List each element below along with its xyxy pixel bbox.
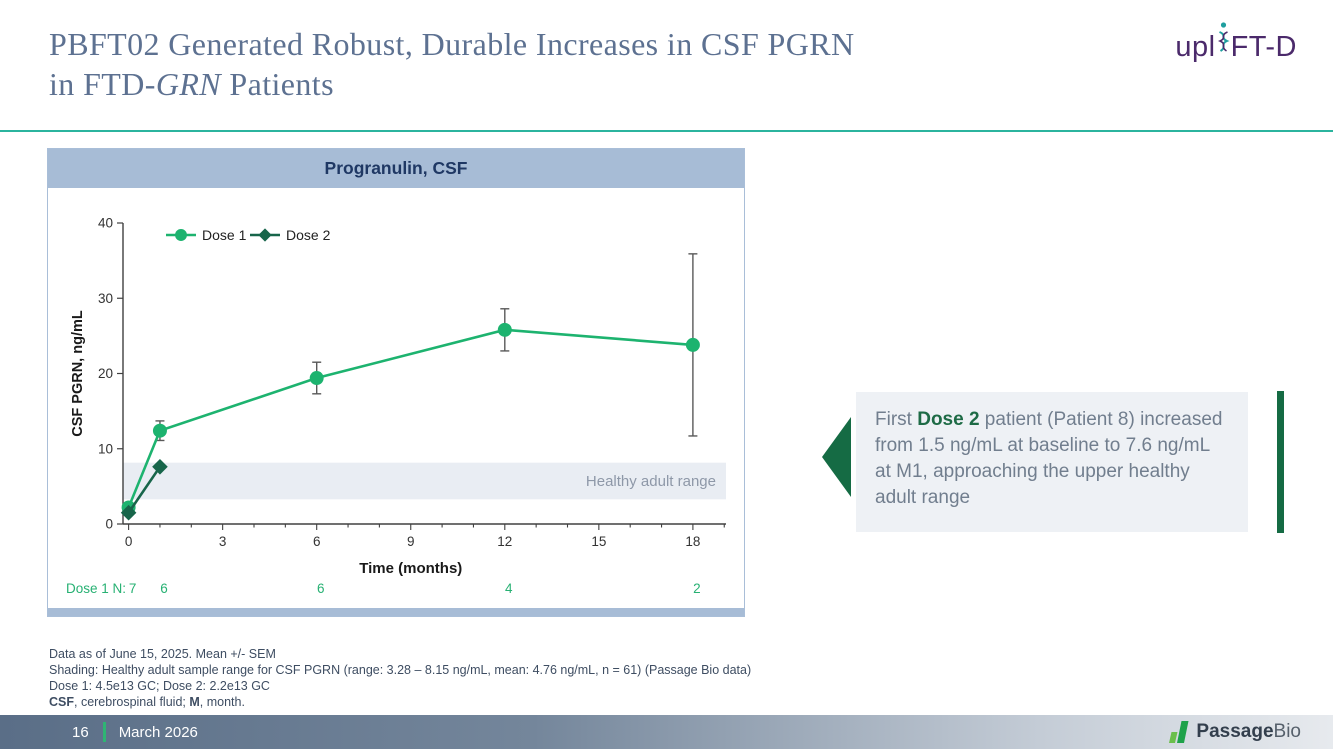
svg-text:20: 20	[98, 366, 113, 381]
callout-text-pre: First	[875, 409, 918, 430]
page-number: 16	[72, 723, 89, 741]
callout-box: First Dose 2 patient (Patient 8) increas…	[856, 392, 1248, 532]
svg-text:Healthy adult range: Healthy adult range	[586, 473, 716, 490]
title-line1: PBFT02 Generated Robust, Durable Increas…	[49, 26, 855, 62]
chart-panel-title: Progranulin, CSF	[48, 149, 744, 188]
svg-text:Dose 2: Dose 2	[286, 227, 331, 243]
svg-text:Dose 1 N:: Dose 1 N:	[66, 581, 126, 596]
svg-text:40: 40	[98, 216, 113, 231]
svg-text:6: 6	[313, 534, 321, 549]
svg-text:9: 9	[407, 534, 415, 549]
svg-text:3: 3	[219, 534, 227, 549]
footnote-line: Data as of June 15, 2025. Mean +/- SEM	[49, 647, 276, 661]
callout-text-bold: Dose 2	[917, 409, 980, 430]
callout-accent-bar	[1277, 391, 1284, 533]
svg-text:0: 0	[125, 534, 133, 549]
svg-text:4: 4	[505, 581, 513, 596]
svg-text:12: 12	[497, 534, 512, 549]
title-divider	[0, 130, 1333, 132]
svg-text:6: 6	[160, 581, 168, 596]
callout-text-post: patient (Patient 8) increased from 1.5 n…	[875, 409, 1223, 508]
svg-text:30: 30	[98, 291, 113, 306]
footnote-line: Dose 1: 4.5e13 GC; Dose 2: 2.2e13 GC	[49, 679, 270, 693]
svg-text:0: 0	[105, 517, 113, 532]
svg-text:Dose 1: Dose 1	[202, 227, 247, 243]
uplift-logo-text-right: FT-D	[1230, 31, 1297, 63]
page-title: PBFT02 Generated Robust, Durable Increas…	[49, 24, 1069, 104]
callout-arrow-icon	[822, 417, 851, 497]
chart-panel: Progranulin, CSF Healthy adult range 0 10 2…	[47, 148, 745, 617]
svg-text:7: 7	[129, 581, 137, 596]
svg-text:15: 15	[591, 534, 606, 549]
svg-text:CSF PGRN, ng/mL: CSF PGRN, ng/mL	[70, 310, 86, 437]
footnote-line: Shading: Healthy adult sample range for …	[49, 663, 752, 677]
svg-text:18: 18	[685, 534, 700, 549]
title-line2: in FTD-GRN Patients	[49, 66, 334, 102]
footer-divider	[102, 722, 106, 742]
passage-bio-icon	[1169, 721, 1189, 743]
footer-bar: 16 March 2026 PassageBio	[0, 715, 1333, 749]
svg-text:2: 2	[693, 581, 701, 596]
passage-bio-text: PassageBio	[1196, 721, 1301, 742]
svg-text:10: 10	[98, 441, 113, 456]
svg-text:6: 6	[317, 581, 325, 596]
svg-text:Time (months): Time (months)	[359, 560, 462, 577]
chart-svg: Healthy adult range 0 10 20 30 40 0 3 6 9 12 15 18 CS…	[66, 216, 726, 596]
dna-helix-icon	[1217, 22, 1230, 62]
footnote-line: CSF, cerebrospinal fluid; M, month.	[49, 695, 245, 709]
uplift-logo-text-left: upl	[1175, 31, 1216, 63]
footer-date: March 2026	[118, 723, 198, 741]
passage-bio-logo: PassageBio	[1168, 715, 1301, 749]
footnotes: Data as of June 15, 2025. Mean +/- SEM S…	[49, 646, 751, 710]
uplift-d-logo: upl FT-D	[1175, 22, 1297, 64]
chart-panel-bottom-strip	[48, 608, 744, 616]
